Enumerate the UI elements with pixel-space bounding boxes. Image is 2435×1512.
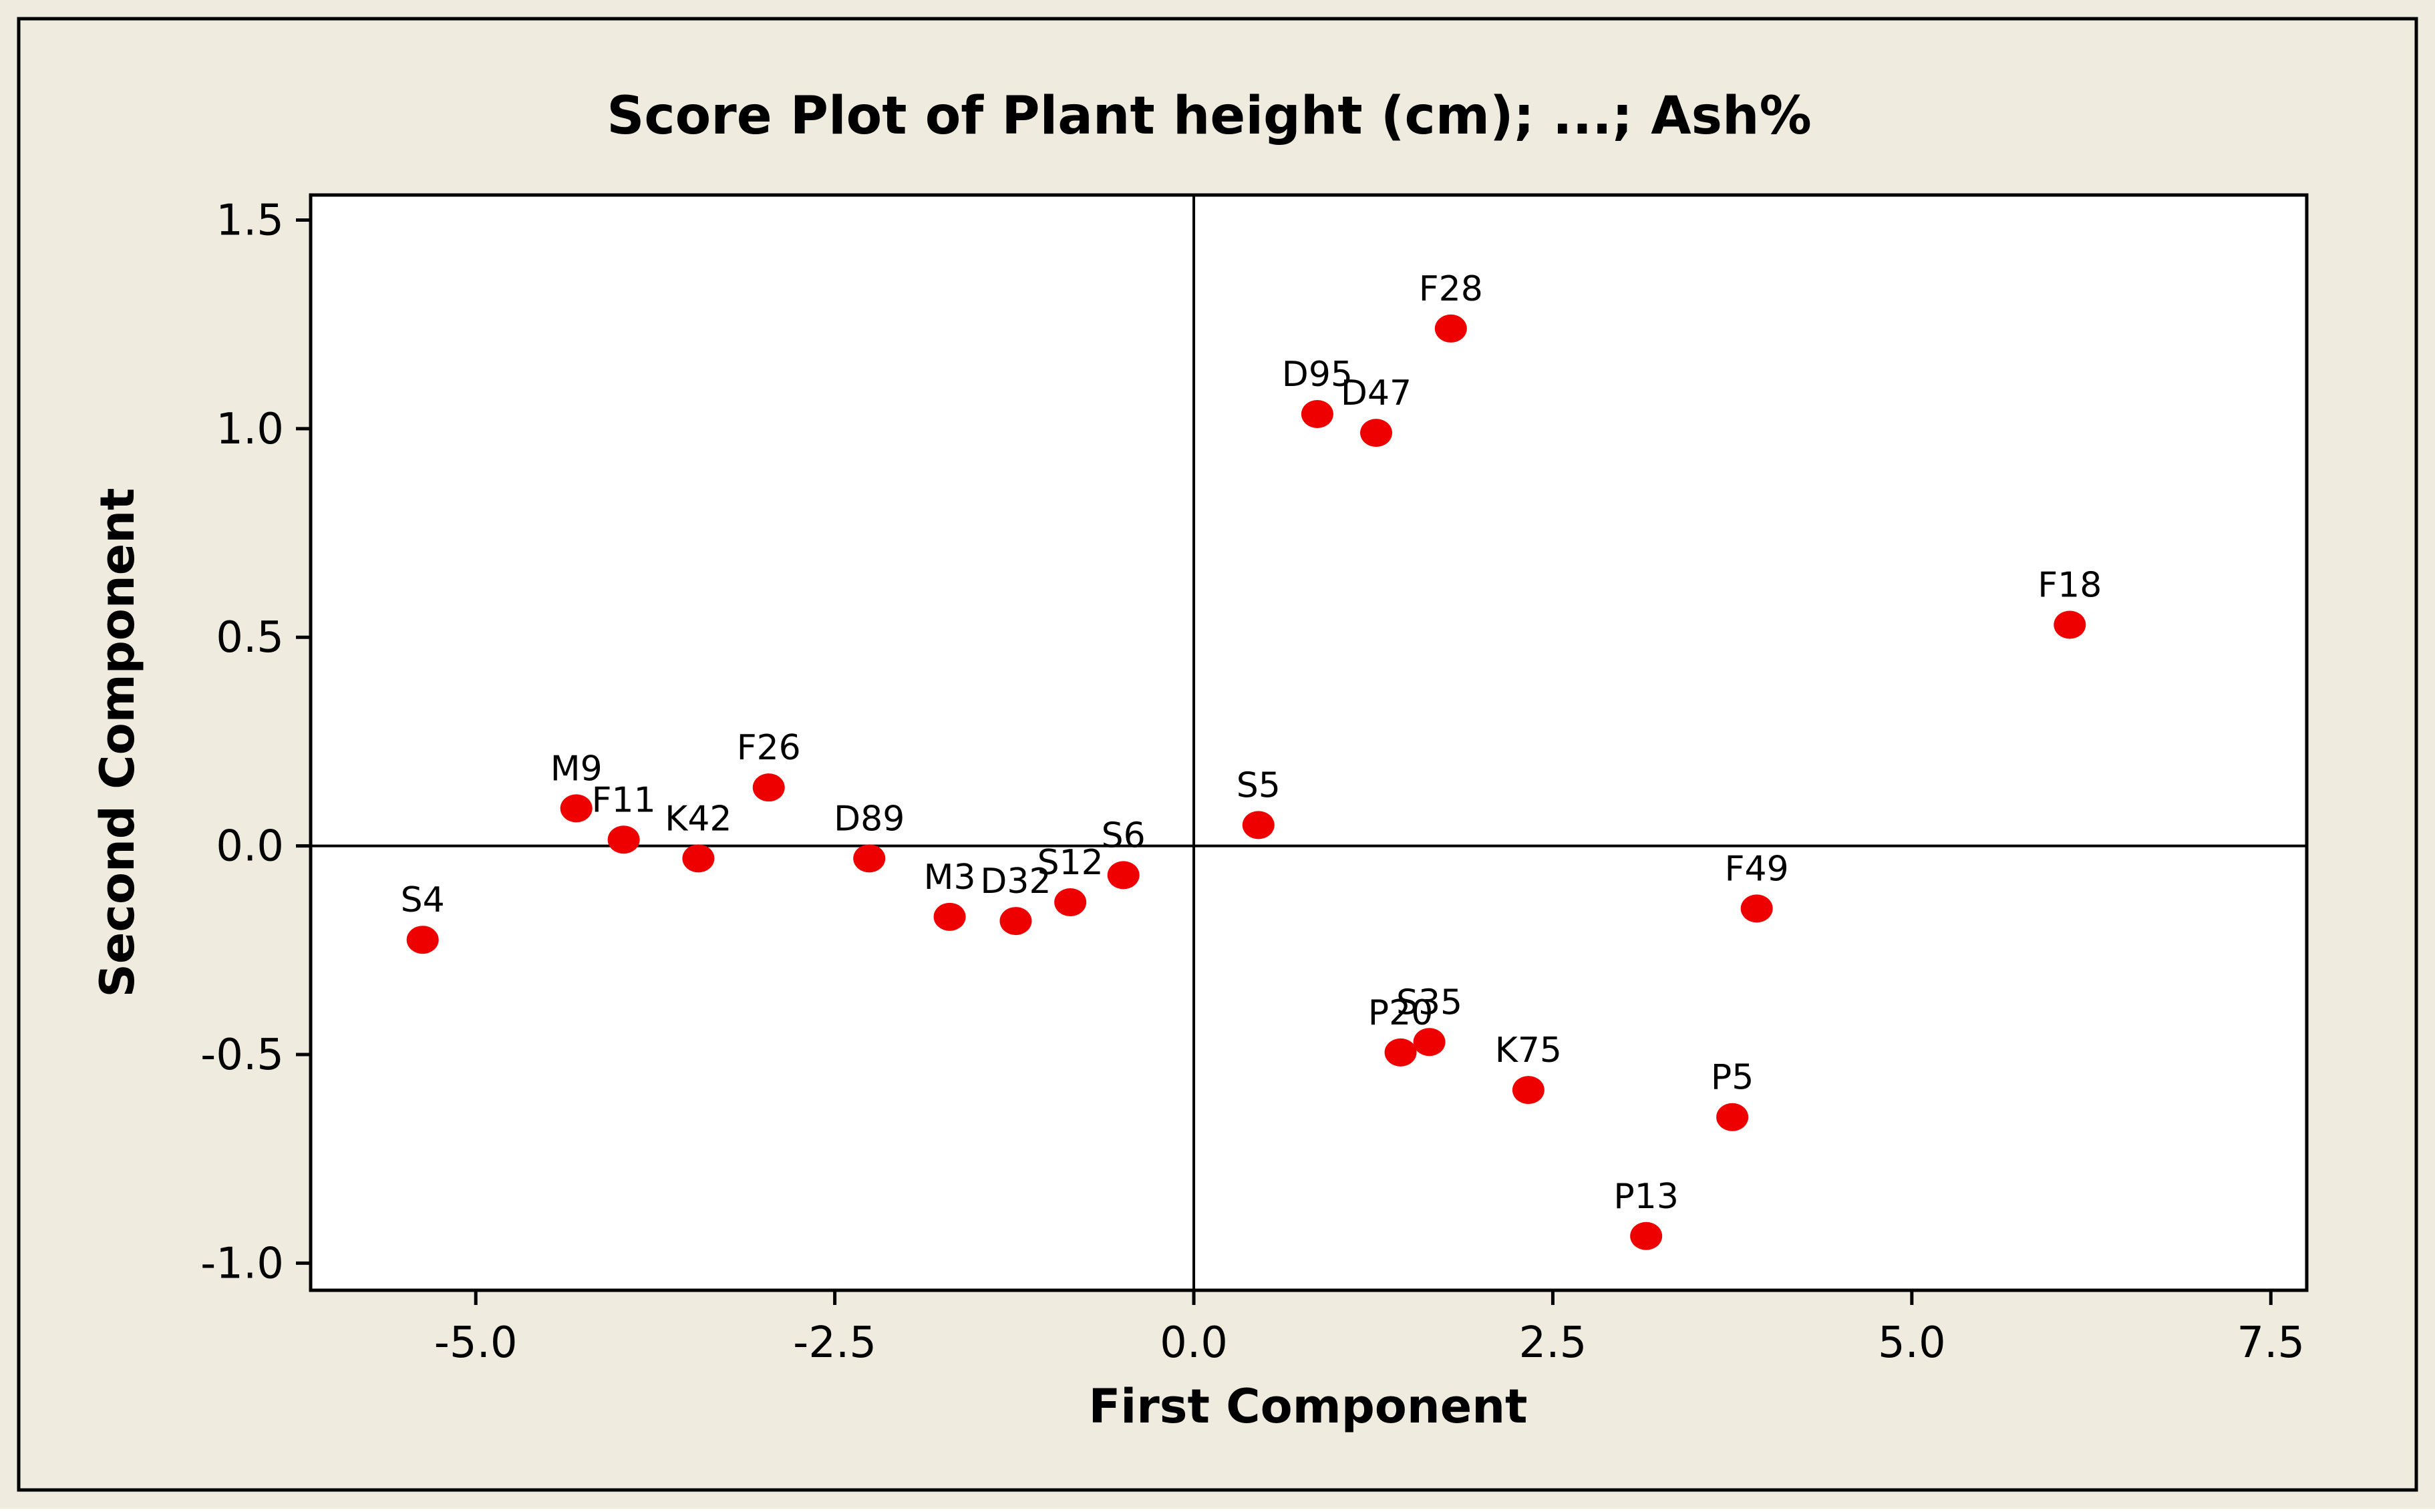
data-point-k42: [682, 844, 715, 873]
data-point-label: S4: [401, 880, 445, 920]
data-point-s35: [1413, 1028, 1446, 1057]
data-point-label: D47: [1341, 373, 1412, 413]
data-point-p13: [1630, 1221, 1663, 1250]
data-point-label: F49: [1725, 849, 1789, 889]
data-point-label: S35: [1396, 982, 1462, 1022]
chart-title: Score Plot of Plant height (cm); ...; As…: [607, 86, 1811, 146]
data-point-p5: [1716, 1103, 1749, 1131]
x-axis-ticks: -5.0 -2.5 0.0 2.5 5.0 7.5: [434, 1290, 2305, 1368]
data-point-m9: [560, 794, 593, 823]
x-tick-label: 7.5: [2237, 1318, 2305, 1368]
x-tick-label: -2.5: [793, 1318, 876, 1368]
data-point-s6: [1107, 861, 1140, 890]
x-axis-label: First Component: [1088, 1379, 1527, 1434]
y-tick-label: -0.5: [200, 1030, 284, 1080]
data-point-label: S12: [1037, 843, 1104, 883]
data-point-d32: [999, 907, 1032, 936]
y-tick-label: 1.5: [216, 196, 284, 245]
data-point-label: P5: [1711, 1058, 1754, 1098]
y-tick-label: 1.0: [216, 405, 284, 454]
data-point-d89: [853, 844, 886, 873]
y-tick-label: -1.0: [200, 1239, 284, 1288]
data-point-f18: [2054, 610, 2086, 639]
x-tick-label: 0.0: [1160, 1318, 1228, 1368]
data-point-label: P20: [1368, 993, 1434, 1033]
data-point-label: D89: [834, 799, 905, 839]
data-point-s5: [1242, 811, 1275, 839]
plot-area: [309, 193, 2309, 1292]
data-point-label: F26: [737, 728, 801, 768]
data-point-label: D32: [980, 862, 1051, 902]
data-point-label: S5: [1237, 765, 1281, 805]
data-point-f28: [1434, 314, 1467, 343]
data-point-d95: [1301, 400, 1333, 428]
data-point-label: D95: [1282, 355, 1353, 395]
x-tick-label: -5.0: [434, 1318, 518, 1368]
data-point-label: S6: [1102, 815, 1146, 856]
data-point-label: K75: [1495, 1030, 1562, 1071]
data-point-k75: [1512, 1076, 1545, 1105]
data-point-f26: [752, 773, 785, 802]
data-point-f49: [1740, 894, 1773, 923]
data-point-f11: [607, 825, 640, 854]
outer-frame: [17, 17, 2418, 1492]
data-point-s12: [1054, 888, 1087, 916]
data-point-label: F18: [2038, 566, 2102, 606]
y-axis-label: Second Component: [90, 488, 145, 998]
data-point-m3: [933, 902, 966, 931]
y-axis-ticks: 1.5 1.0 0.5 0.0 -0.5 -1.0: [200, 196, 311, 1288]
data-point-d47: [1360, 419, 1393, 447]
data-point-p20: [1384, 1038, 1417, 1067]
data-point-label: P13: [1613, 1177, 1679, 1217]
y-tick-label: 0.5: [216, 613, 284, 663]
data-point-label: F11: [592, 780, 656, 820]
data-point-label: K42: [665, 799, 732, 839]
reference-lines: [311, 195, 2307, 1290]
x-tick-label: 2.5: [1519, 1318, 1587, 1368]
data-point-s4: [406, 926, 439, 954]
data-point-label: M9: [550, 749, 603, 789]
y-tick-label: 0.0: [216, 822, 284, 872]
data-point-label: M3: [924, 858, 976, 898]
data-point-label: F28: [1419, 269, 1483, 309]
x-tick-label: 5.0: [1878, 1318, 1946, 1368]
